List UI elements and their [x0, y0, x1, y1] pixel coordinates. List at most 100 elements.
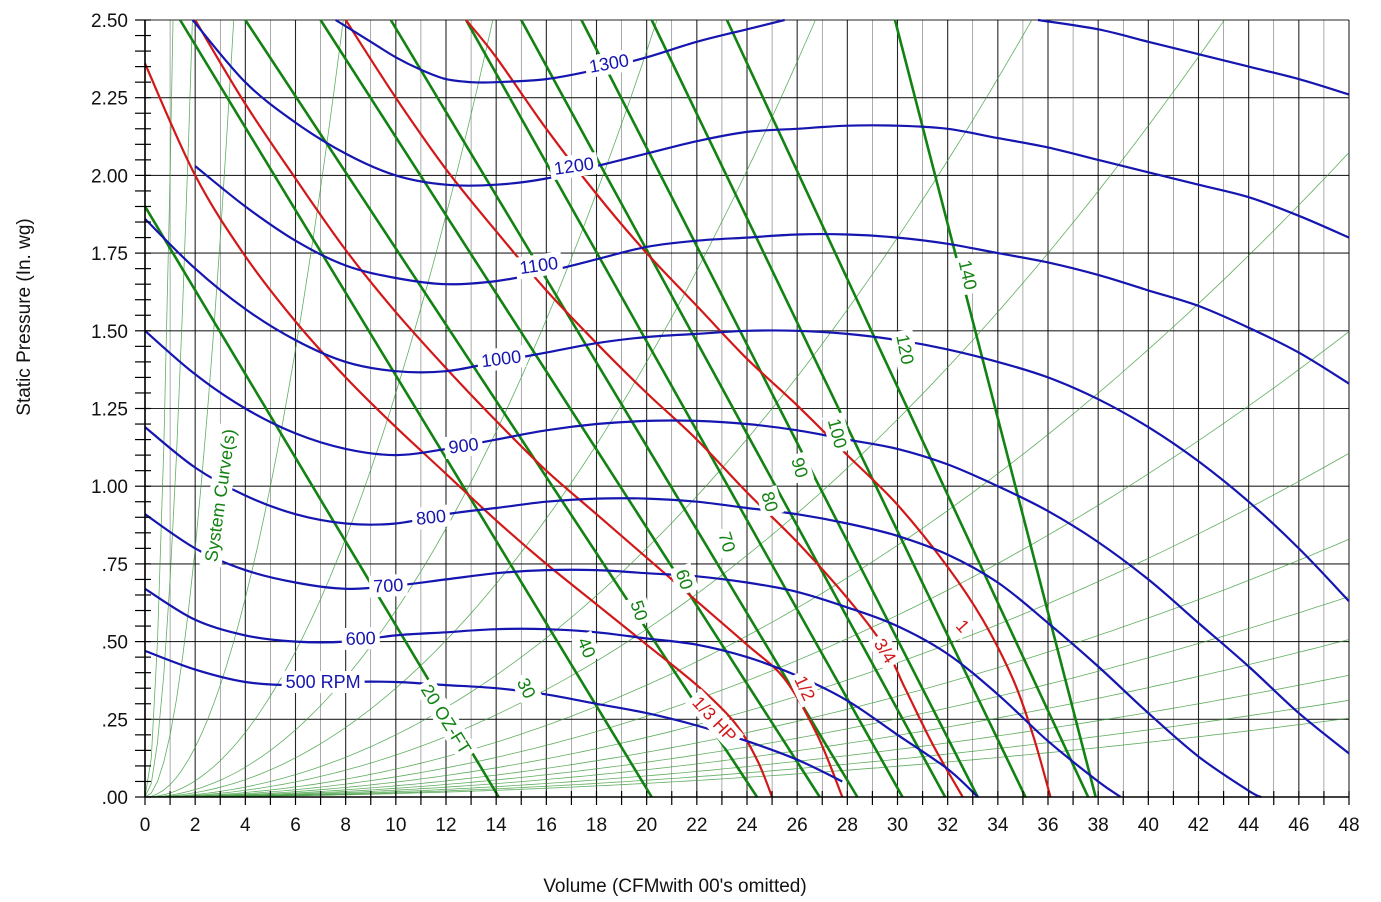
torque-line [319, 19, 821, 798]
x-tick-label: 28 [837, 815, 858, 836]
system-curve [145, 152, 1350, 798]
x-tick-label: 14 [486, 815, 508, 836]
system-curve [145, 538, 1350, 798]
curve-label: 100 [821, 412, 853, 455]
y-axis-title: Static Pressure (In. wg) [14, 218, 35, 415]
system-curve [144, 19, 494, 798]
curve-label-bg [583, 48, 635, 79]
system-curve [145, 452, 1350, 798]
y-tick-label: 2.50 [91, 11, 128, 32]
y-tick-label: .75 [102, 555, 128, 576]
system-curve [144, 19, 193, 798]
curve-label: 1 [948, 612, 977, 641]
axes: 0 2 4 6 8 10 12 14 16 18 20 22 24 26 28 30 32 34 36 38 40 42 4… [91, 11, 1360, 836]
curve-label-bg [948, 612, 977, 641]
y-tick-label: 2.25 [91, 89, 128, 110]
torque-line [520, 19, 947, 798]
x-tick-label: 46 [1288, 815, 1309, 836]
curve-label-bg [624, 593, 655, 628]
rpm-curve [335, 18, 785, 84]
curve-label: 900 [443, 432, 484, 460]
curve-label-text: 1000 [480, 346, 522, 371]
x-tick-label: 4 [240, 815, 251, 836]
curve-label-bg [952, 253, 983, 296]
system-curve [144, 19, 658, 798]
y-tick-label: .25 [102, 710, 128, 731]
curve-label: 1200 [548, 151, 600, 181]
curve-label-bg [755, 485, 785, 519]
system-curve [145, 19, 1033, 798]
x-tick-label: 18 [586, 815, 607, 836]
torque-line [580, 19, 979, 798]
rpm-curve [144, 329, 1350, 755]
rpm-curve [144, 426, 1262, 799]
system-curve [144, 19, 344, 798]
torque-line [179, 19, 653, 798]
curve-label-bg [548, 151, 600, 181]
curve-label: 600 [341, 626, 381, 651]
curve-label-bg [410, 504, 452, 531]
curve-label-bg [341, 626, 381, 651]
rpm-curve [191, 19, 1350, 239]
curve-label-bg [413, 676, 479, 762]
curve-label-text: 700 [373, 575, 404, 597]
y-tick-label: 1.75 [91, 244, 128, 265]
x-tick-label: 34 [987, 815, 1009, 836]
x-tick-label: 2 [190, 815, 201, 836]
curve-label-text: 600 [345, 628, 376, 649]
rpm-curve [144, 513, 1122, 798]
curve-label-bg [368, 573, 408, 598]
y-tick-label: 1.25 [91, 400, 128, 421]
curve-label: System Curve(s) [199, 423, 242, 568]
curve-label: 90 [785, 451, 815, 485]
hp-curve [344, 19, 964, 798]
curve-label-text: 1300 [588, 50, 631, 77]
curve-label: 1300 [583, 48, 635, 79]
x-tick-label: 48 [1338, 815, 1359, 836]
system-curve [144, 19, 816, 798]
curve-label: 40 [570, 630, 603, 665]
x-axis-title: Volume (CFMwith 00's omitted) [543, 876, 806, 897]
x-tick-label: 32 [937, 815, 958, 836]
curve-label-bg [684, 688, 744, 750]
system-curve [145, 19, 1225, 798]
rpm-curve [1037, 18, 1350, 96]
hp-curve [143, 63, 774, 798]
y-tick-label: 1.00 [91, 477, 128, 498]
x-tick-label: 44 [1238, 815, 1260, 836]
rpm-curves [144, 18, 1350, 799]
x-tick-label: 8 [340, 815, 351, 836]
rpm-curve [144, 587, 979, 798]
curve-label-bg [866, 631, 904, 671]
curve-label: 60 [669, 562, 700, 597]
curve-label-bg [890, 328, 920, 371]
curve-label-bg [712, 525, 742, 559]
hp-curve [465, 19, 1052, 798]
x-tick-label: 36 [1037, 815, 1058, 836]
curve-label: 70 [712, 525, 742, 559]
x-tick-label: 10 [385, 815, 406, 836]
torque-line [244, 19, 759, 798]
curve-label-bg [785, 451, 815, 485]
curve-label-text: 900 [447, 434, 479, 458]
curve-label: 140 [952, 253, 983, 296]
x-tick-label: 42 [1188, 815, 1209, 836]
curve-label-bg [514, 251, 564, 280]
curve-label: 1000 [476, 344, 527, 373]
curve-label: 1100 [514, 251, 564, 280]
x-tick-label: 6 [290, 815, 301, 836]
curve-label-bg [281, 671, 365, 693]
y-tick-label: 1.50 [91, 322, 128, 343]
curve-label: 800 [410, 504, 452, 531]
torque-line [650, 19, 1027, 798]
curve-label-bg [510, 670, 543, 706]
curve-label-bg [476, 344, 527, 373]
x-tick-label: 22 [686, 815, 707, 836]
y-tick-label: .00 [102, 788, 128, 809]
x-tick-label: 38 [1088, 815, 1109, 836]
curve-label: 120 [890, 328, 920, 371]
curve-label: 500 RPM [281, 671, 365, 693]
torque-line [464, 19, 904, 798]
curve-label-bg [821, 412, 853, 455]
